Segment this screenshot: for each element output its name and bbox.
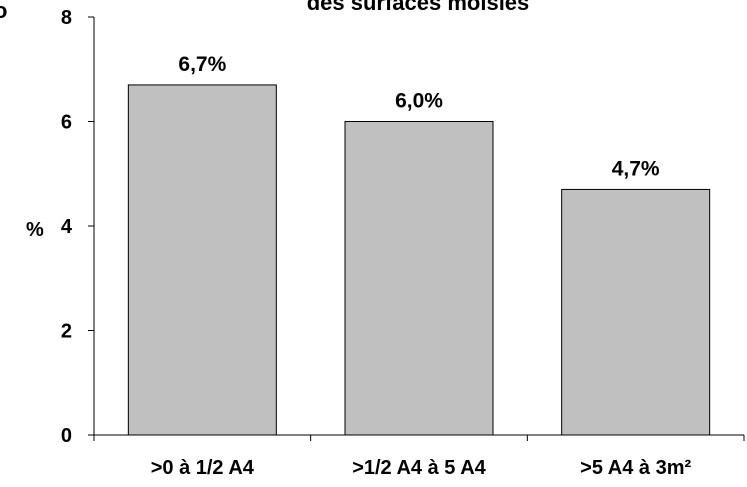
data-label: 6,7% xyxy=(178,53,226,76)
bar xyxy=(127,84,277,436)
corner-fragment: o xyxy=(0,0,7,23)
bar xyxy=(344,121,494,436)
data-label: 6,0% xyxy=(395,90,443,113)
x-tick-label: >5 A4 à 3m² xyxy=(580,457,691,479)
data-label: 4,7% xyxy=(612,157,660,180)
bar xyxy=(561,188,711,436)
y-tick-label: 8 xyxy=(61,7,72,29)
y-tick-label: 0 xyxy=(61,425,72,447)
y-tick-label: 4 xyxy=(61,216,73,238)
chart-title: des surfaces moisies xyxy=(307,0,530,15)
y-tick-label: 2 xyxy=(61,321,72,343)
x-tick-label: >1/2 A4 à 5 A4 xyxy=(352,457,486,479)
y-tick-label: 6 xyxy=(61,112,72,134)
plot-area: 0 2 4 6 8 6,7% >0 à 1/2 A4 6,0% >1/2 A4 à 5 A4 4,… xyxy=(61,7,745,479)
y-axis-label: % xyxy=(26,219,44,241)
x-tick-label: >0 à 1/2 A4 xyxy=(151,457,255,479)
